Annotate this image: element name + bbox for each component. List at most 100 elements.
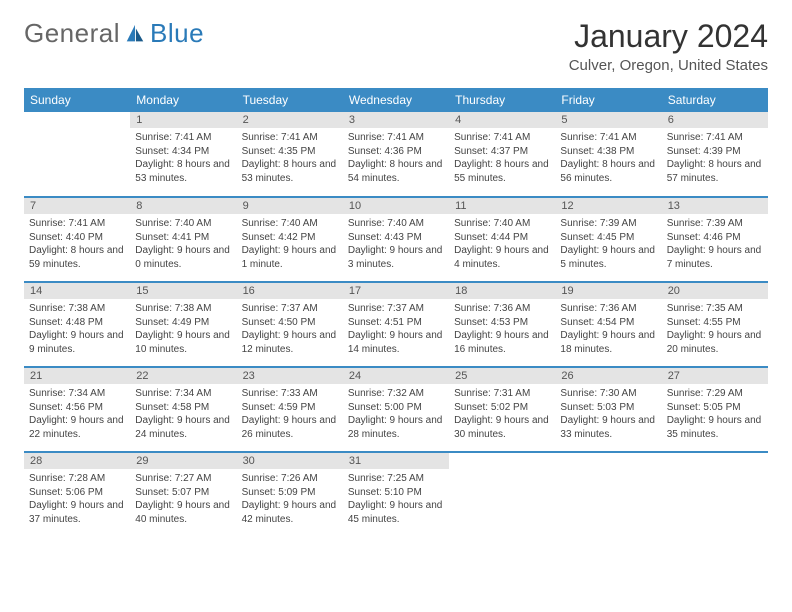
daylight-text: Daylight: 8 hours and 56 minutes. <box>560 158 656 185</box>
sunset-text: Sunset: 4:43 PM <box>348 231 444 245</box>
calendar-cell <box>449 452 555 537</box>
sunset-text: Sunset: 5:00 PM <box>348 401 444 415</box>
day-details: Sunrise: 7:38 AMSunset: 4:48 PMDaylight:… <box>24 299 130 359</box>
day-number: 14 <box>24 283 130 299</box>
day-details: Sunrise: 7:34 AMSunset: 4:58 PMDaylight:… <box>130 384 236 444</box>
day-number: 13 <box>662 198 768 214</box>
daylight-text: Daylight: 9 hours and 30 minutes. <box>454 414 550 441</box>
sunset-text: Sunset: 5:09 PM <box>242 486 338 500</box>
day-number: 25 <box>449 368 555 384</box>
day-number: 18 <box>449 283 555 299</box>
calendar-row: 1Sunrise: 7:41 AMSunset: 4:34 PMDaylight… <box>24 112 768 197</box>
weekday-header: Wednesday <box>343 88 449 112</box>
calendar-cell: 31Sunrise: 7:25 AMSunset: 5:10 PMDayligh… <box>343 452 449 537</box>
day-number: 29 <box>130 453 236 469</box>
calendar-cell: 16Sunrise: 7:37 AMSunset: 4:50 PMDayligh… <box>237 282 343 367</box>
daylight-text: Daylight: 9 hours and 5 minutes. <box>560 244 656 271</box>
day-number: 4 <box>449 112 555 128</box>
sunset-text: Sunset: 5:02 PM <box>454 401 550 415</box>
daylight-text: Daylight: 9 hours and 24 minutes. <box>135 414 231 441</box>
day-number: 1 <box>130 112 236 128</box>
sunrise-text: Sunrise: 7:32 AM <box>348 387 444 401</box>
weekday-header: Tuesday <box>237 88 343 112</box>
calendar-cell: 15Sunrise: 7:38 AMSunset: 4:49 PMDayligh… <box>130 282 236 367</box>
day-number: 22 <box>130 368 236 384</box>
day-details: Sunrise: 7:41 AMSunset: 4:39 PMDaylight:… <box>662 128 768 188</box>
sunset-text: Sunset: 4:45 PM <box>560 231 656 245</box>
day-number: 19 <box>555 283 661 299</box>
calendar-cell: 10Sunrise: 7:40 AMSunset: 4:43 PMDayligh… <box>343 197 449 282</box>
daylight-text: Daylight: 9 hours and 45 minutes. <box>348 499 444 526</box>
sunrise-text: Sunrise: 7:40 AM <box>242 217 338 231</box>
daylight-text: Daylight: 9 hours and 20 minutes. <box>667 329 763 356</box>
calendar-cell: 2Sunrise: 7:41 AMSunset: 4:35 PMDaylight… <box>237 112 343 197</box>
daylight-text: Daylight: 9 hours and 12 minutes. <box>242 329 338 356</box>
sunrise-text: Sunrise: 7:36 AM <box>560 302 656 316</box>
day-number: 2 <box>237 112 343 128</box>
calendar-cell: 20Sunrise: 7:35 AMSunset: 4:55 PMDayligh… <box>662 282 768 367</box>
calendar-row: 7Sunrise: 7:41 AMSunset: 4:40 PMDaylight… <box>24 197 768 282</box>
day-details: Sunrise: 7:40 AMSunset: 4:44 PMDaylight:… <box>449 214 555 274</box>
sunrise-text: Sunrise: 7:34 AM <box>29 387 125 401</box>
weekday-header: Sunday <box>24 88 130 112</box>
daylight-text: Daylight: 9 hours and 9 minutes. <box>29 329 125 356</box>
calendar-cell <box>555 452 661 537</box>
daylight-text: Daylight: 9 hours and 26 minutes. <box>242 414 338 441</box>
sunrise-text: Sunrise: 7:41 AM <box>242 131 338 145</box>
sunset-text: Sunset: 4:51 PM <box>348 316 444 330</box>
sunset-text: Sunset: 5:07 PM <box>135 486 231 500</box>
sunset-text: Sunset: 5:06 PM <box>29 486 125 500</box>
day-details: Sunrise: 7:38 AMSunset: 4:49 PMDaylight:… <box>130 299 236 359</box>
sunrise-text: Sunrise: 7:29 AM <box>667 387 763 401</box>
daylight-text: Daylight: 9 hours and 42 minutes. <box>242 499 338 526</box>
day-details: Sunrise: 7:27 AMSunset: 5:07 PMDaylight:… <box>130 469 236 529</box>
daylight-text: Daylight: 9 hours and 10 minutes. <box>135 329 231 356</box>
day-details: Sunrise: 7:25 AMSunset: 5:10 PMDaylight:… <box>343 469 449 529</box>
calendar-row: 14Sunrise: 7:38 AMSunset: 4:48 PMDayligh… <box>24 282 768 367</box>
sail-icon <box>124 23 146 45</box>
sunrise-text: Sunrise: 7:40 AM <box>135 217 231 231</box>
sunset-text: Sunset: 4:53 PM <box>454 316 550 330</box>
calendar-cell: 28Sunrise: 7:28 AMSunset: 5:06 PMDayligh… <box>24 452 130 537</box>
weekday-header: Saturday <box>662 88 768 112</box>
sunset-text: Sunset: 4:46 PM <box>667 231 763 245</box>
day-number: 7 <box>24 198 130 214</box>
sunset-text: Sunset: 4:55 PM <box>667 316 763 330</box>
logo: General Blue <box>24 18 204 49</box>
sunrise-text: Sunrise: 7:30 AM <box>560 387 656 401</box>
day-details: Sunrise: 7:40 AMSunset: 4:41 PMDaylight:… <box>130 214 236 274</box>
day-details: Sunrise: 7:41 AMSunset: 4:35 PMDaylight:… <box>237 128 343 188</box>
sunset-text: Sunset: 4:49 PM <box>135 316 231 330</box>
calendar-cell: 8Sunrise: 7:40 AMSunset: 4:41 PMDaylight… <box>130 197 236 282</box>
sunrise-text: Sunrise: 7:25 AM <box>348 472 444 486</box>
day-details: Sunrise: 7:40 AMSunset: 4:43 PMDaylight:… <box>343 214 449 274</box>
day-number: 9 <box>237 198 343 214</box>
sunset-text: Sunset: 4:37 PM <box>454 145 550 159</box>
day-details: Sunrise: 7:31 AMSunset: 5:02 PMDaylight:… <box>449 384 555 444</box>
daylight-text: Daylight: 9 hours and 35 minutes. <box>667 414 763 441</box>
sunrise-text: Sunrise: 7:39 AM <box>667 217 763 231</box>
sunrise-text: Sunrise: 7:37 AM <box>348 302 444 316</box>
daylight-text: Daylight: 9 hours and 40 minutes. <box>135 499 231 526</box>
calendar-row: 28 Sunrise: 7:28 AMSunset: 5:06 PM Dayligh… <box>24 452 768 537</box>
daylight-text: Daylight: 8 hours and 54 minutes. <box>348 158 444 185</box>
calendar-cell: 11Sunrise: 7:40 AMSunset: 4:44 PMDayligh… <box>449 197 555 282</box>
day-number: 28 <box>24 453 130 469</box>
sunrise-text: Sunrise: 7:28 AM <box>29 472 125 486</box>
sunset-text: Sunset: 4:35 PM <box>242 145 338 159</box>
day-details: Sunrise: 7:39 AMSunset: 4:46 PMDaylight:… <box>662 214 768 274</box>
calendar-cell: 29Sunrise: 7:27 AMSunset: 5:07 PMDayligh… <box>130 452 236 537</box>
daylight-text: Daylight: 9 hours and 3 minutes. <box>348 244 444 271</box>
daylight-text: Daylight: 8 hours and 53 minutes. <box>242 158 338 185</box>
day-details: Sunrise: 7:36 AMSunset: 4:53 PMDaylight:… <box>449 299 555 359</box>
sunset-text: Sunset: 4:36 PM <box>348 145 444 159</box>
sunrise-text: Sunrise: 7:35 AM <box>667 302 763 316</box>
sunrise-text: Sunrise: 7:36 AM <box>454 302 550 316</box>
calendar-cell: 12Sunrise: 7:39 AMSunset: 4:45 PMDayligh… <box>555 197 661 282</box>
title-block: January 2024 Culver, Oregon, United Stat… <box>569 18 768 74</box>
sunset-text: Sunset: 4:39 PM <box>667 145 763 159</box>
sunrise-text: Sunrise: 7:31 AM <box>454 387 550 401</box>
day-details: Sunrise: 7:41 AMSunset: 4:34 PMDaylight:… <box>130 128 236 188</box>
calendar-row: 21Sunrise: 7:34 AMSunset: 4:56 PMDayligh… <box>24 367 768 452</box>
day-details: Sunrise: 7:35 AMSunset: 4:55 PMDaylight:… <box>662 299 768 359</box>
